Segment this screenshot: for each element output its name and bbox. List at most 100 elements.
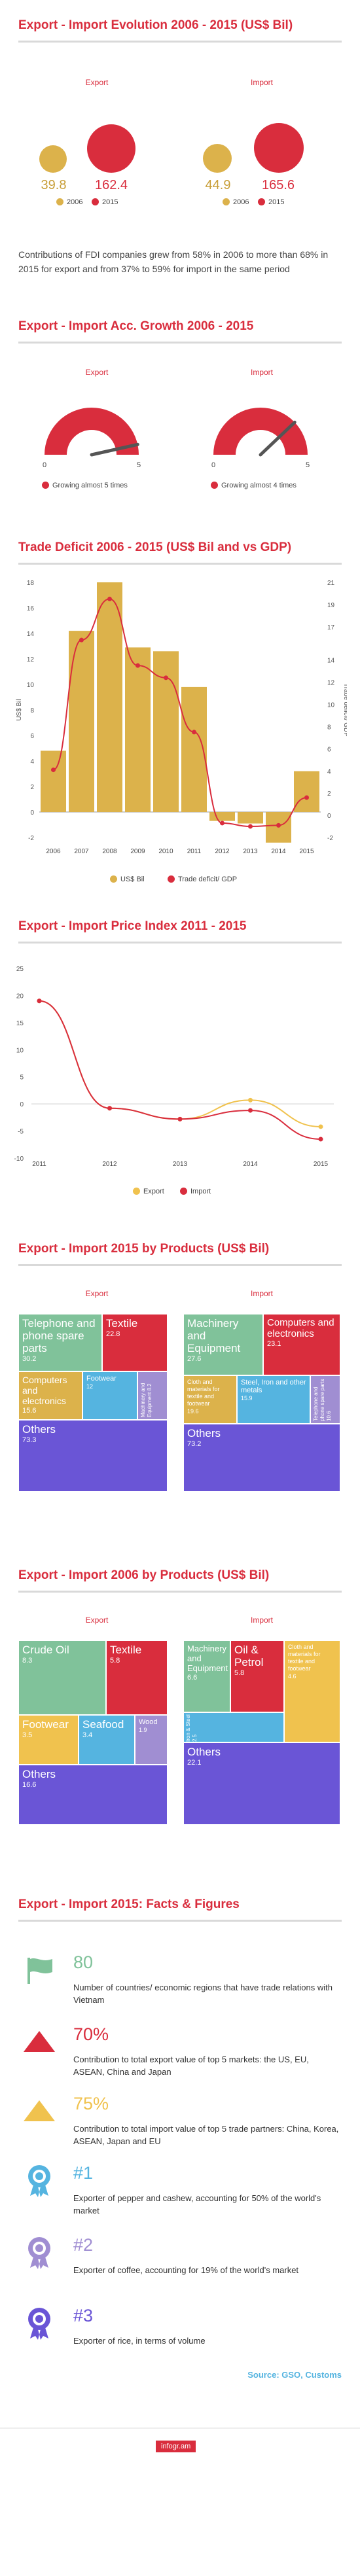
treemap-cell: Others 16.6 xyxy=(18,1765,168,1825)
section-title-products-2006: Export - Import 2006 by Products (US$ Bi… xyxy=(18,1568,270,1582)
bar xyxy=(294,771,319,812)
y-tick-label: 0 xyxy=(20,1101,24,1108)
cell-value: 5.8 xyxy=(234,1669,245,1677)
cell-value: 19.6 xyxy=(187,1408,199,1415)
y2-tick-label: 4 xyxy=(327,768,331,775)
cell-name: Cloth and materials for textile and foot… xyxy=(288,1644,321,1672)
legend-label: 2006 xyxy=(233,198,249,206)
caption-text: Growing almost 5 times xyxy=(52,482,128,489)
fact-number: #2 xyxy=(73,2235,94,2255)
legend-dot xyxy=(92,198,99,205)
treemap-cell: Others 73.2 xyxy=(183,1424,340,1492)
import-2015-value: 165.6 xyxy=(261,178,295,192)
legend-dot xyxy=(133,1188,140,1195)
treemap-cell: Telephone and phone spare parts 30.2 xyxy=(18,1314,102,1371)
y-tick-label: 8 xyxy=(30,707,34,715)
import-gauge-caption: Growing almost 4 times xyxy=(211,482,297,489)
gauge-needle xyxy=(259,420,297,457)
triangle-icon xyxy=(24,2031,55,2052)
cell-vertical-label: Iron & Steel 2.5 xyxy=(185,1714,198,1742)
cell-name: Machinery and Equipment xyxy=(187,1644,228,1673)
fact-text: Contribution to total import value of to… xyxy=(73,2124,339,2146)
divider xyxy=(18,563,342,565)
cell-value: 30.2 xyxy=(22,1355,37,1363)
y-tick-label: 4 xyxy=(30,758,34,766)
legend-import: Import xyxy=(180,1188,211,1195)
x-tick-label: 2012 xyxy=(102,1161,117,1168)
section-title-growth: Export - Import Acc. Growth 2006 - 2015 xyxy=(18,319,254,333)
divider xyxy=(18,1264,342,1266)
cell-name: Others xyxy=(187,1746,221,1758)
fact-number: 80 xyxy=(73,1952,94,1972)
cell-name: Telephone and phone spare parts xyxy=(22,1317,96,1354)
cell-value: 3.5 xyxy=(22,1731,33,1739)
cell-value: 8.2 xyxy=(147,1383,153,1391)
legend-label: 2006 xyxy=(67,198,83,206)
gauge-max: 5 xyxy=(306,461,310,469)
treemap-cell: Footwear 3.5 xyxy=(18,1715,79,1765)
y-tick-label: -10 xyxy=(14,1156,24,1163)
treemap-cell: Computers and electronics 23.1 xyxy=(263,1314,340,1375)
legend-label: Export xyxy=(143,1188,164,1195)
cell-vertical-label: Telephone and phone spare parts 10.6 xyxy=(313,1378,333,1422)
cell-name: Computers and electronics xyxy=(267,1317,334,1339)
cell-name: Computers and electronics xyxy=(22,1375,67,1406)
section-title-evolution: Export - Import Evolution 2006 - 2015 (U… xyxy=(18,18,293,32)
cell-value: 1.9 xyxy=(139,1727,147,1733)
export-label: Export xyxy=(85,1289,109,1298)
y-tick-label: 2 xyxy=(30,784,34,791)
y-tick-label: -5 xyxy=(18,1129,24,1136)
y-tick-label: 18 xyxy=(27,580,35,587)
legend-dot xyxy=(223,198,230,205)
import-2006-bubble xyxy=(203,144,232,173)
treemap-export-2006: Crude Oil 8.3 Textile 5.8 Footwear 3.5 Seaf… xyxy=(18,1640,168,1825)
cell-value: 12 xyxy=(86,1383,94,1390)
fdi-note: Contributions of FDI companies grew from… xyxy=(18,249,329,274)
x-tick-label: 2011 xyxy=(187,848,202,855)
treemap-cell: Steel, Iron and other metals 15.9 xyxy=(237,1375,310,1424)
cell-name: Telephone and phone spare parts xyxy=(313,1379,325,1422)
y2-tick-label: 6 xyxy=(327,746,331,753)
y2-tick-label: -2 xyxy=(327,835,333,842)
price-index-chart: -10 -5 0 5 10 15 20 25 2011 2012 2013 2014 2015 xyxy=(14,966,334,1168)
cell-vertical-label: Machinery and Equipment 8.2 xyxy=(140,1374,153,1417)
source-credit: Source: GSO, Customs xyxy=(247,2370,342,2380)
x-tick-label: 2013 xyxy=(173,1161,188,1168)
treemap-cell: Iron & Steel 2.5 xyxy=(183,1712,284,1742)
y-tick-label: 0 xyxy=(30,809,34,817)
import-gauge: 0 5 xyxy=(211,408,310,469)
cell-value: 73.3 xyxy=(22,1436,37,1444)
x-tick-label: 2015 xyxy=(299,848,314,855)
cell-value: 6.6 xyxy=(187,1674,198,1682)
import-label: Import xyxy=(250,78,273,87)
legend-2015: 2015 xyxy=(92,198,118,206)
legend-line: Trade deficit/ GDP xyxy=(168,875,237,883)
legend-dot xyxy=(168,875,175,883)
gauge-arc xyxy=(45,408,139,455)
cell-value: 16.6 xyxy=(22,1781,37,1789)
brand-logo[interactable]: infogr.am xyxy=(156,2441,196,2452)
medal-icon xyxy=(28,2237,50,2269)
legend-2015: 2015 xyxy=(258,198,284,206)
point xyxy=(248,1108,253,1113)
y-tick-label: 16 xyxy=(27,605,35,612)
treemap-cell: Machinery and Equipment 27.6 xyxy=(183,1314,263,1375)
cell-name: Textile xyxy=(106,1317,138,1330)
flag-icon xyxy=(27,1958,52,1984)
section-title-facts: Export - Import 2015: Facts & Figures xyxy=(18,1897,240,1911)
cell-value: 10.6 xyxy=(326,1411,332,1421)
x-tick-label: 2009 xyxy=(130,848,145,855)
legend-export: Export xyxy=(133,1188,164,1195)
cell-name: Others xyxy=(187,1427,221,1439)
fact-text: Exporter of pepper and cashew, accountin… xyxy=(73,2193,321,2215)
y2-tick-label: 2 xyxy=(327,790,331,798)
treemap-export-2015: Telephone and phone spare parts 30.2 Text… xyxy=(18,1314,168,1492)
fact-text: Number of countries/ economic regions th… xyxy=(73,1983,333,2005)
cell-value: 27.6 xyxy=(187,1355,202,1363)
y2-tick-label: 14 xyxy=(327,658,335,665)
export-label: Export xyxy=(85,78,109,87)
y2-tick-label: 10 xyxy=(327,702,335,709)
gauge-max: 5 xyxy=(137,461,141,469)
cell-name: Wood xyxy=(139,1718,158,1726)
legend-label: Trade deficit/ GDP xyxy=(178,875,238,883)
